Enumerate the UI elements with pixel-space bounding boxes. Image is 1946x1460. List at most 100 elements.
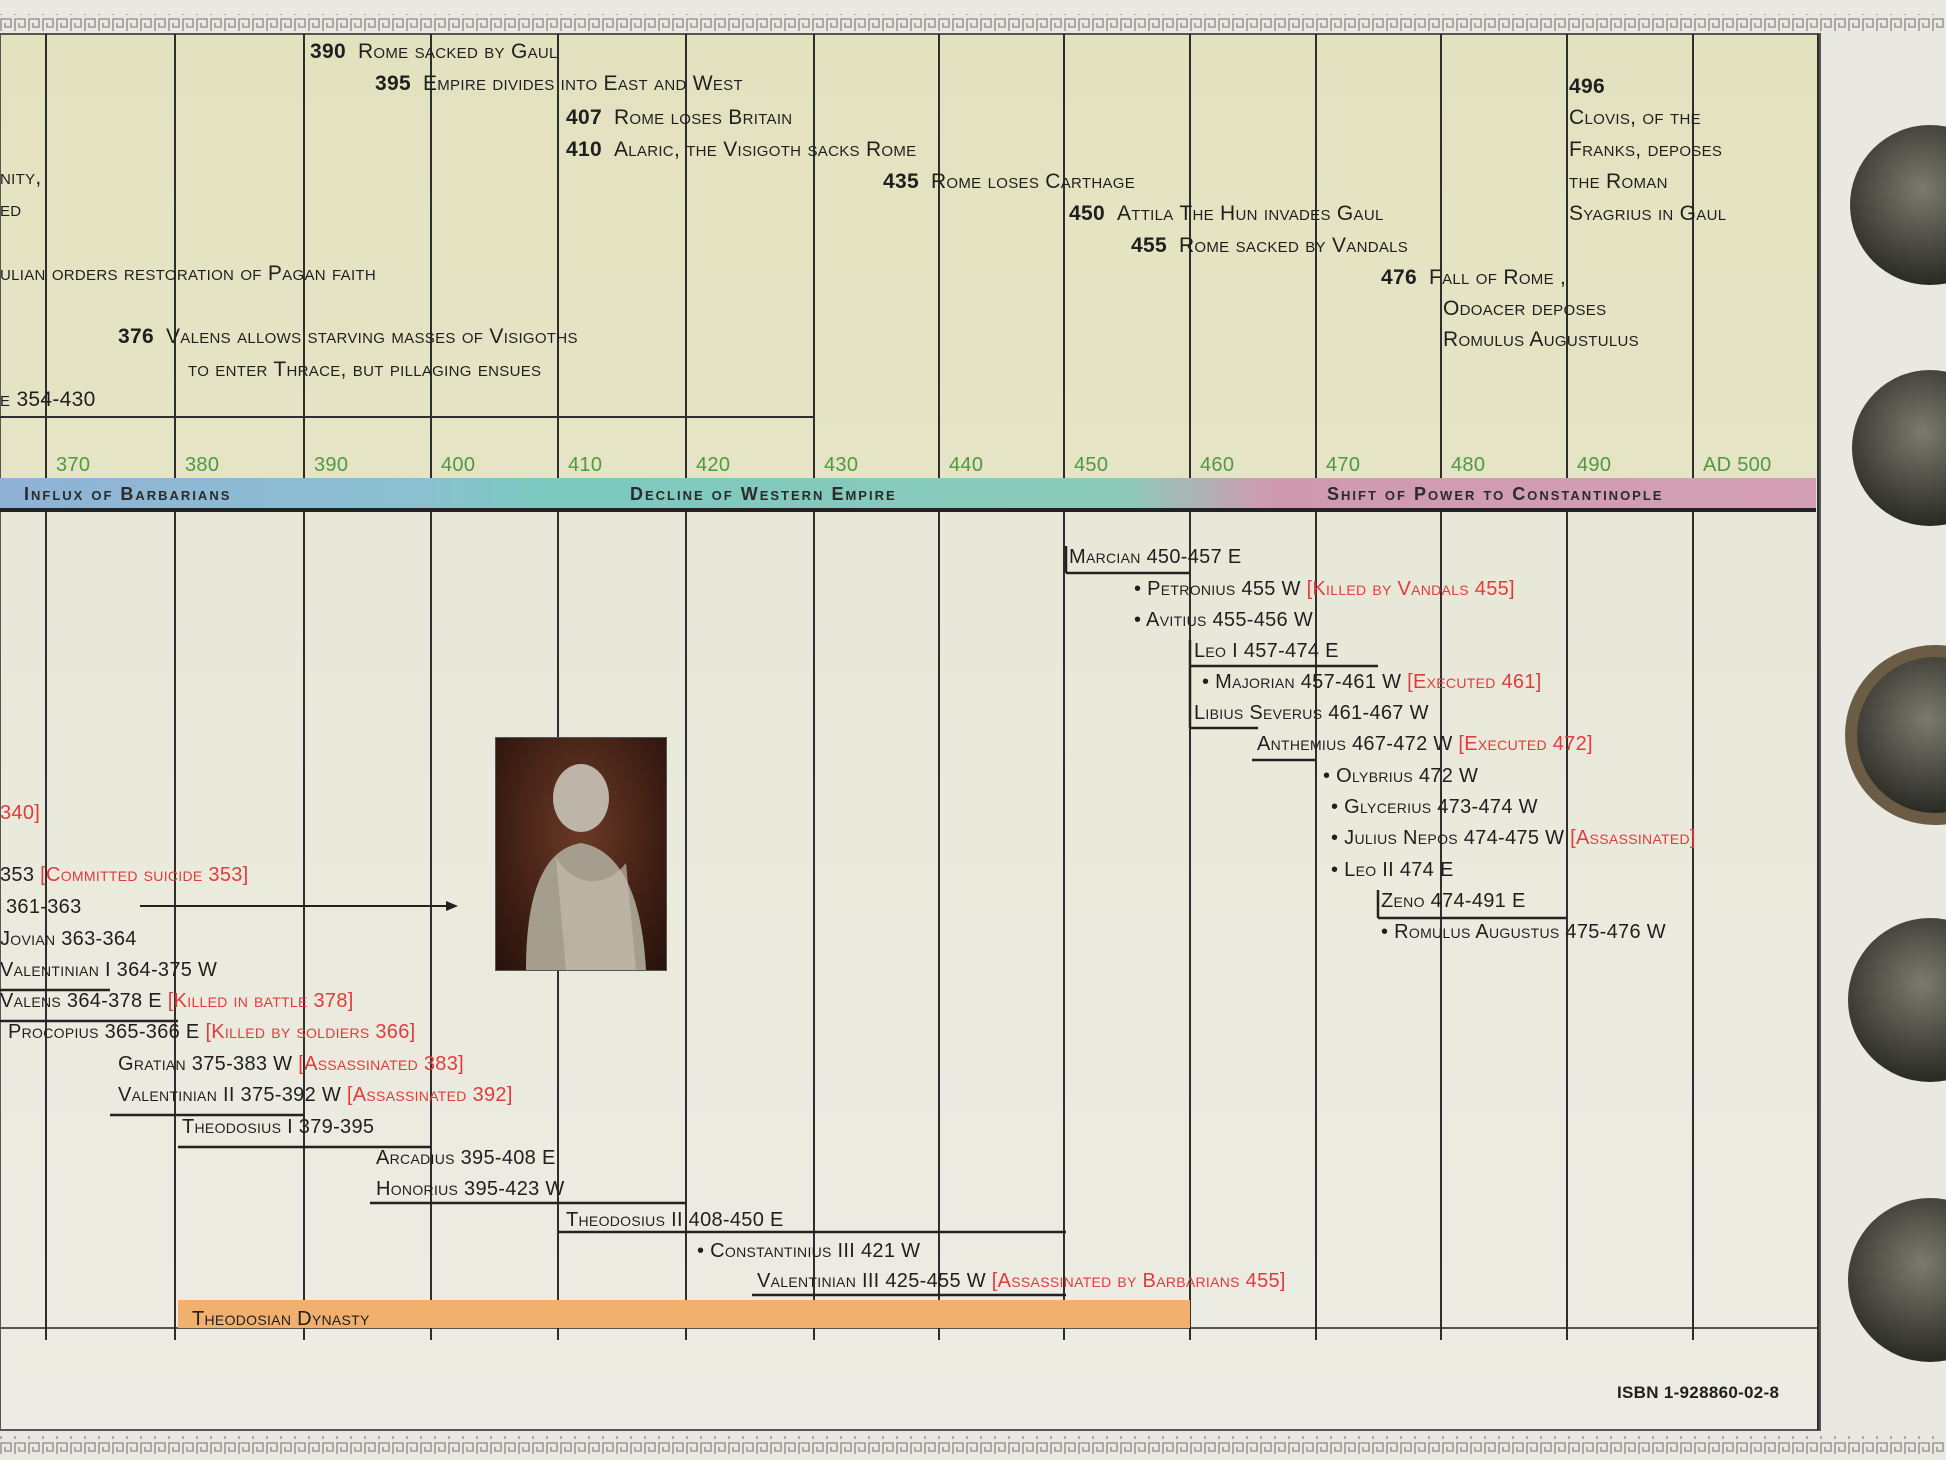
event-label: Syagrius in Gaul [1569, 202, 1726, 226]
ruler-label: • Leo II 474 E [1331, 859, 1454, 882]
ruler-label: Valentinian I 364-375 W [0, 959, 217, 982]
event-label: the Roman [1569, 170, 1668, 194]
event-text: the Roman [1569, 170, 1668, 193]
decade-tick-label: 450 [1074, 454, 1108, 477]
decade-tick-label: 440 [949, 454, 983, 477]
ruler-label: Arcadius 395-408 E [376, 1147, 556, 1170]
event-label: e 354-430 [0, 388, 96, 412]
tick-text: 490 [1577, 454, 1612, 476]
event-text: Fall of Rome , [1428, 266, 1567, 289]
event-text: Clovis, of the [1569, 106, 1701, 129]
event-label: Romulus Augustulus [1443, 328, 1639, 352]
ruler-label: Gratian 375-383 W [Assassinated 383] [118, 1053, 464, 1076]
decade-tick-label: 410 [568, 454, 602, 477]
ruler-name: Valentinian I 364-375 W [0, 959, 218, 981]
event-label: 390 Rome sacked by Gaul [310, 40, 558, 64]
ruler-note: [Executed 472] [1458, 733, 1593, 755]
ruler-name: Marcian 450-457 E [1069, 546, 1242, 568]
ruler-note: [Executed 461] [1407, 671, 1542, 693]
ruler-label: Marcian 450-457 E [1069, 546, 1242, 569]
ruler-name: Leo I 457-474 E [1194, 640, 1339, 662]
ruler-label: Valentinian III 425-455 W [Assassinated … [757, 1270, 1286, 1293]
ruler-name: Honorius 395-423 W [376, 1178, 565, 1200]
event-text: ulian orders restoration of Pagan faith [0, 262, 377, 285]
decade-tick-label: 460 [1200, 454, 1234, 477]
event-text: Romulus Augustulus [1443, 328, 1639, 351]
event-year: 455 [1131, 234, 1167, 257]
tick-text: 420 [696, 454, 731, 476]
event-text: Alaric, the Visigoth sacks Rome [613, 138, 917, 161]
decade-tick-label: 490 [1577, 454, 1611, 477]
event-label: 455 Rome sacked by Vandals [1131, 234, 1408, 258]
ruler-name: • Romulus Augustus 475-476 W [1381, 921, 1666, 943]
ruler-label: Valens 364-378 E [Killed in battle 378] [0, 990, 354, 1013]
event-label: ed [0, 198, 21, 222]
ruler-name: • Avitius 455-456 W [1134, 609, 1314, 631]
decade-tick-label: AD 500 [1703, 454, 1772, 477]
bust-photo [495, 737, 667, 971]
band-text: Decline of Western Empire [630, 484, 897, 504]
tick-text: 450 [1074, 454, 1109, 476]
decade-tick-label: 370 [56, 454, 90, 477]
decade-tick-label: 480 [1451, 454, 1485, 477]
ruler-label: Zeno 474-491 E [1381, 890, 1526, 913]
ruler-name: 361-363 [6, 896, 82, 918]
ruler-name: 353 [0, 864, 35, 886]
event-year: 390 [310, 40, 346, 63]
tick-text: 440 [949, 454, 984, 476]
band-text: Shift of Power to Constantinople [1327, 484, 1664, 504]
ruler-note: [Assassinated 383] [298, 1053, 464, 1075]
ruler-label: • Julius Nepos 474-475 W [Assassinated] [1331, 827, 1696, 850]
ruler-note: [Assassinated 392] [346, 1084, 513, 1106]
event-text: Franks, deposes [1569, 138, 1723, 161]
tick-text: 390 [314, 454, 349, 476]
ruler-name: Arcadius 395-408 E [376, 1147, 556, 1169]
ruler-label: • Olybrius 472 W [1323, 765, 1478, 788]
event-label: 450 Attila The Hun invades Gaul [1069, 202, 1384, 226]
tick-text: 460 [1200, 454, 1235, 476]
tick-text: 470 [1326, 454, 1361, 476]
tick-text: 380 [185, 454, 220, 476]
ruler-label: Libius Severus 461-467 W [1194, 702, 1429, 725]
ruler-name: • Olybrius 472 W [1323, 765, 1479, 787]
bust-image [526, 764, 646, 970]
ruler-name: Zeno 474-491 E [1381, 890, 1526, 912]
event-label: Franks, deposes [1569, 138, 1722, 162]
ruler-label: Theodosius II 408-450 E [566, 1209, 784, 1232]
decade-tick-label: 400 [441, 454, 475, 477]
ruler-label: 353 [Committed suicide 353] [0, 864, 249, 887]
ruler-label: Jovian 363-364 [0, 928, 137, 951]
band-text: Influx of Barbarians [24, 484, 232, 504]
event-year: 376 [118, 325, 154, 348]
tick-text: 430 [824, 454, 859, 476]
event-year: 450 [1069, 202, 1105, 225]
dynasty-text: Theodosian Dynasty [192, 1308, 370, 1330]
event-text: Rome sacked by Vandals [1178, 234, 1409, 257]
period-band-label: Shift of Power to Constantinople [1327, 484, 1663, 505]
ruler-name: Libius Severus 461-467 W [1194, 702, 1429, 724]
event-label: 435 Rome loses Carthage [883, 170, 1135, 194]
tick-text: AD 500 [1703, 454, 1772, 476]
ruler-label: • Majorian 457-461 W [Executed 461] [1202, 671, 1542, 694]
event-label: 410 Alaric, the Visigoth sacks Rome [566, 138, 916, 162]
event-label: to enter Thrace, but pillaging ensues [188, 358, 541, 382]
event-text: Attila The Hun invades Gaul [1116, 202, 1384, 225]
ruler-note: [Killed by soldiers 366] [205, 1021, 416, 1043]
ruler-note: 340] [0, 802, 41, 824]
period-band-label: Decline of Western Empire [630, 484, 897, 505]
isbn-label: ISBN 1-928860-02-8 [1617, 1383, 1779, 1403]
decade-tick-label: 390 [314, 454, 348, 477]
event-label: nity, [0, 166, 42, 190]
decade-tick-label: 430 [824, 454, 858, 477]
ruler-label: Honorius 395-423 W [376, 1178, 565, 1201]
event-text: nity, [0, 166, 42, 189]
event-label: 376 Valens allows starving masses of Visi… [118, 325, 578, 349]
event-label: 476 Fall of Rome , [1381, 266, 1566, 290]
ruler-label: 361-363 [6, 896, 82, 919]
event-label: Odoacer deposes [1443, 297, 1606, 321]
event-text: Odoacer deposes [1443, 297, 1607, 320]
ruler-name: • Majorian 457-461 W [1202, 671, 1402, 693]
event-year: 407 [566, 106, 602, 129]
ruler-name: Procopius 365-366 E [8, 1021, 200, 1043]
